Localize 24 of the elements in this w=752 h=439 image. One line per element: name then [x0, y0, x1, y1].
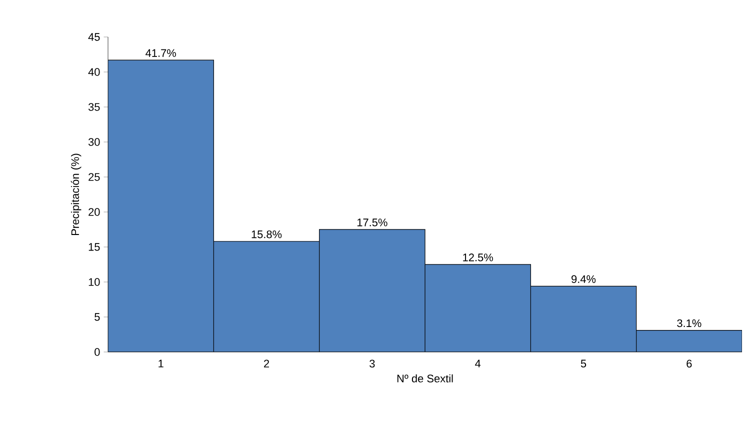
y-axis-title: Precipitación (%)	[70, 154, 82, 235]
y-tick-label: 45	[88, 33, 100, 41]
y-tick-label: 40	[88, 68, 100, 76]
x-tick-label: 3	[370, 360, 375, 368]
y-tick-label: 10	[88, 278, 100, 286]
y-tick-label: 0	[94, 348, 100, 356]
data-label: 3.1%	[677, 319, 702, 328]
y-tick-label: 25	[88, 173, 100, 181]
data-label: 17.5%	[357, 218, 388, 226]
x-tick-label: 2	[264, 360, 270, 368]
x-tick-label: 4	[475, 360, 481, 368]
x-axis-title: Nº de Sextil	[397, 374, 453, 382]
x-tick-label: 5	[580, 360, 586, 368]
data-label: 9.4%	[572, 275, 596, 283]
x-tick-label: 1	[158, 360, 164, 368]
y-tick-label: 5	[94, 313, 100, 321]
y-tick-label: 35	[88, 103, 100, 111]
y-tick-label: 30	[88, 138, 100, 146]
data-label: 12.5%	[463, 254, 493, 262]
data-label: 41.7%	[146, 49, 176, 57]
x-tick-label: 6	[686, 360, 692, 368]
y-tick-label: 15	[88, 243, 100, 251]
data-label: 15.8%	[252, 230, 282, 238]
y-tick-label: 20	[88, 208, 100, 216]
